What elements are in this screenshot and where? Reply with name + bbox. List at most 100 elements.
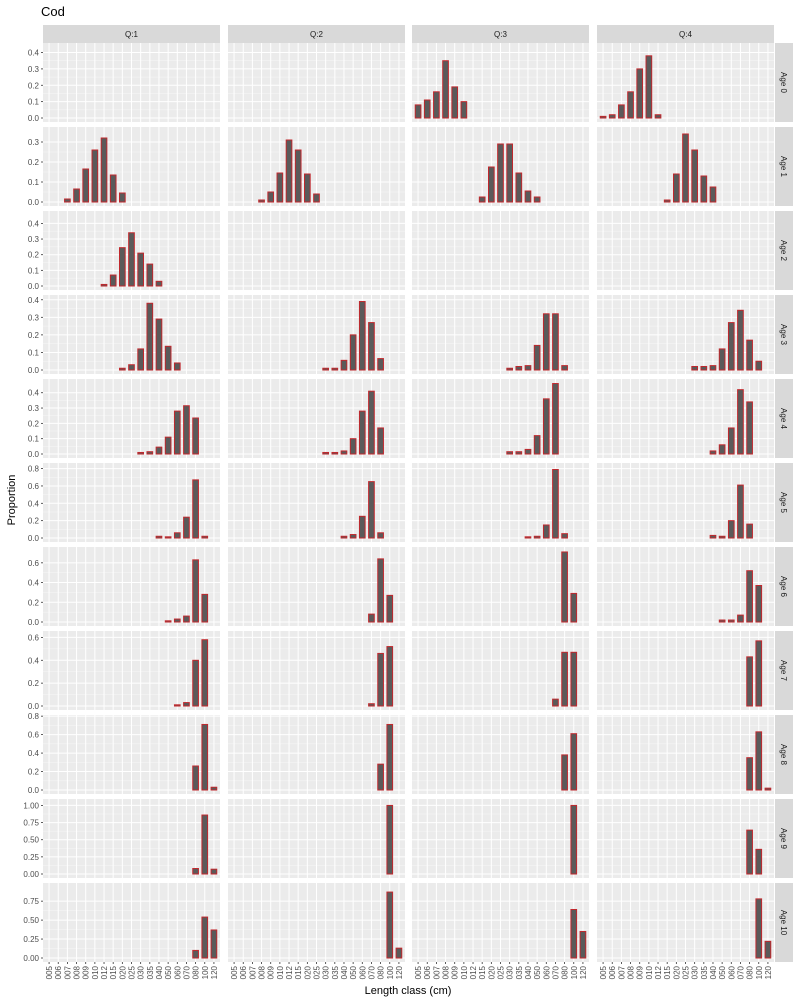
bar xyxy=(542,313,550,371)
y-tick-label: 0.0 xyxy=(28,282,40,291)
bar xyxy=(304,173,311,203)
x-tick-label: 030 xyxy=(322,965,331,979)
bar xyxy=(192,949,199,959)
bar xyxy=(183,516,190,539)
bar xyxy=(506,451,513,455)
bar xyxy=(746,757,753,791)
x-tick-label: 050 xyxy=(164,965,173,979)
age-strip-label: Age 9 xyxy=(779,828,788,849)
bar xyxy=(570,651,578,707)
x-tick-label: 035 xyxy=(331,965,340,979)
bar xyxy=(506,143,513,203)
panel-grid: Q:1 Q:2 Q:3 Q:4 Age 0 0.0 0.1 0.2 0.3 0.4 Age 1 0.0… xyxy=(23,25,793,979)
bar xyxy=(340,535,348,539)
y-tick-label: 0.2 xyxy=(28,768,40,777)
x-tick-label: 005 xyxy=(414,965,423,979)
bar xyxy=(552,313,559,371)
age-strip xyxy=(775,295,793,374)
bar xyxy=(727,520,735,539)
y-tick-label: 0.2 xyxy=(28,598,40,607)
x-tick-label: 010 xyxy=(91,965,100,979)
bar xyxy=(608,114,616,119)
bar xyxy=(119,247,126,287)
bar xyxy=(533,196,541,203)
bar xyxy=(377,652,384,707)
bar xyxy=(718,444,726,455)
x-tick-label: 120 xyxy=(764,965,773,979)
x-tick-label: 005 xyxy=(230,965,239,979)
x-tick-label: 035 xyxy=(146,965,155,979)
bar xyxy=(746,656,753,707)
bar xyxy=(73,188,80,203)
bar xyxy=(433,91,440,119)
bar xyxy=(618,104,625,119)
bar xyxy=(524,448,532,455)
y-tick-label: 0.0 xyxy=(28,114,40,123)
bar xyxy=(533,535,541,539)
bar xyxy=(645,55,653,119)
y-tick-label: 0.2 xyxy=(28,251,40,260)
bar xyxy=(119,192,126,203)
bar xyxy=(488,166,495,203)
bar xyxy=(709,365,717,371)
x-tick-label: 080 xyxy=(561,965,570,979)
bar xyxy=(709,450,717,455)
bar xyxy=(515,451,523,455)
x-tick-label: 070 xyxy=(736,965,745,979)
x-tick-label: 060 xyxy=(358,965,367,979)
bar xyxy=(276,172,284,203)
x-tick-label: 006 xyxy=(423,965,432,979)
quarter-strip-label: Q:3 xyxy=(494,30,507,39)
y-tick-label: 0.00 xyxy=(23,954,39,963)
bar xyxy=(524,536,532,539)
bar xyxy=(746,523,753,539)
x-tick-label: 100 xyxy=(201,965,210,979)
y-tick-label: 0.50 xyxy=(23,836,39,845)
y-tick-label: 0.3 xyxy=(28,235,40,244)
bar xyxy=(727,619,735,623)
bar xyxy=(285,139,293,203)
bar xyxy=(331,367,339,371)
y-tick-label: 0.2 xyxy=(28,158,40,167)
x-tick-label: 012 xyxy=(654,965,663,979)
bar xyxy=(691,365,698,371)
bar xyxy=(718,619,726,623)
age-strip xyxy=(775,631,793,710)
bar xyxy=(524,190,532,203)
x-tick-label: 020 xyxy=(118,965,127,979)
bar xyxy=(579,930,587,959)
x-tick-label: 025 xyxy=(682,965,691,979)
x-tick-label: 008 xyxy=(442,965,451,979)
bar xyxy=(377,763,384,791)
y-tick-label: 0.0 xyxy=(28,702,40,711)
x-axis-title: Length class (cm) xyxy=(365,985,452,997)
bar xyxy=(561,533,568,539)
bar xyxy=(368,322,375,371)
bar xyxy=(627,91,634,119)
y-tick-label: 0.0 xyxy=(28,534,40,543)
y-tick-label: 0.4 xyxy=(28,296,40,305)
bar xyxy=(340,359,348,371)
bar xyxy=(368,703,375,707)
bar xyxy=(727,322,735,371)
bar xyxy=(423,99,431,119)
x-tick-label: 007 xyxy=(248,965,257,979)
bar xyxy=(764,787,772,791)
age-strip-label: Age 1 xyxy=(779,156,788,177)
bar xyxy=(340,450,348,455)
bar xyxy=(737,484,744,539)
bar xyxy=(358,410,366,455)
y-tick-label: 0.1 xyxy=(28,266,40,275)
bar xyxy=(542,524,550,539)
y-tick-label: 0.1 xyxy=(28,348,40,357)
bar xyxy=(294,149,302,203)
x-tick-label: 015 xyxy=(109,965,118,979)
bar xyxy=(746,339,753,371)
x-tick-label: 025 xyxy=(313,965,322,979)
bar xyxy=(137,348,144,371)
bar xyxy=(201,535,209,539)
bar xyxy=(636,68,644,119)
bar xyxy=(718,348,726,371)
bar xyxy=(700,175,708,203)
bar xyxy=(542,398,550,455)
